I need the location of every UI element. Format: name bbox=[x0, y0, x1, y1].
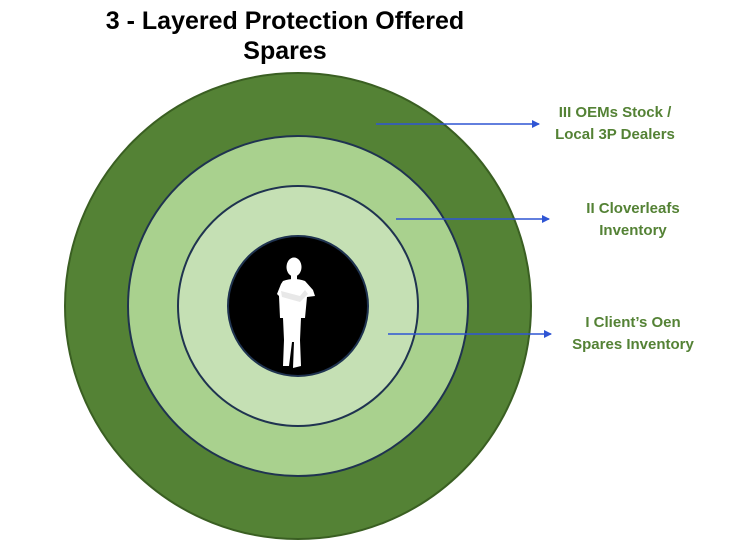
label-cloverleafs-inventory: II Cloverleafs Inventory bbox=[548, 198, 718, 242]
label-cloverleafs-line-1: II Cloverleafs bbox=[586, 200, 680, 217]
title-line-2: Spares bbox=[243, 37, 327, 65]
label-client-spares: I Client’s Oen Spares Inventory bbox=[548, 312, 718, 356]
title-line-1: 3 - Layered Protection Offered bbox=[105, 7, 465, 35]
label-client-spares-line-2: Spares Inventory bbox=[572, 336, 694, 353]
label-cloverleafs-line-2: Inventory bbox=[599, 222, 667, 239]
label-client-spares-line-1: I Client’s Oen bbox=[585, 314, 681, 331]
label-oem-stock-line-2: Local 3P Dealers bbox=[555, 126, 675, 143]
label-oem-stock-line-1: III OEMs Stock / bbox=[558, 104, 672, 121]
label-oem-stock: III OEMs Stock / Local 3P Dealers bbox=[530, 102, 700, 146]
diagram-title: 3 - Layered Protection Offered Spares bbox=[40, 6, 530, 66]
person-silhouette-icon bbox=[277, 257, 315, 368]
